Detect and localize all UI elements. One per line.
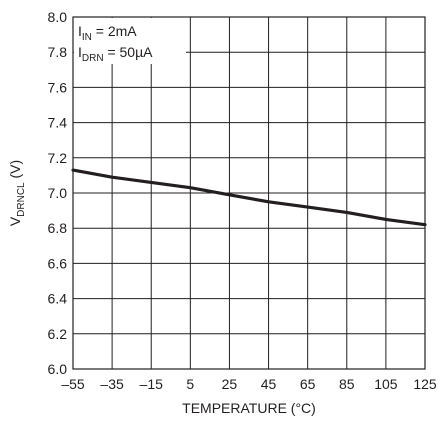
series-line xyxy=(71,168,427,227)
y-tick-label: 6.4 xyxy=(48,291,68,307)
x-tick-label: 25 xyxy=(222,376,238,392)
y-tick-label: 7.0 xyxy=(48,185,68,201)
y-tick-label: 6.2 xyxy=(48,326,68,342)
annotation-line: IIN = 2mA xyxy=(78,23,137,43)
x-tick-label: –55 xyxy=(61,376,85,392)
plot-frame xyxy=(72,16,426,370)
y-axis-title-main: V xyxy=(7,216,23,226)
annotation-background xyxy=(74,18,186,64)
grid xyxy=(73,17,425,369)
y-axis-title-unit: (V) xyxy=(7,160,23,183)
y-axis-title: VDRNCL (V) xyxy=(7,160,27,226)
x-tick-label: 85 xyxy=(339,376,355,392)
x-tick-label: 125 xyxy=(413,376,437,392)
y-tick-label: 8.0 xyxy=(48,9,68,25)
annotation-subscript: IN xyxy=(82,32,92,43)
annotation-main: I xyxy=(78,23,82,39)
x-tick-label: –15 xyxy=(140,376,164,392)
annotation-value: = 50µA xyxy=(104,44,154,60)
y-tick-label: 7.8 xyxy=(48,44,68,60)
y-tick-labels: 6.0 6.2 6.4 6.6 6.8 7.0 7.2 7.4 7.6 7.8 8.0 xyxy=(48,9,68,377)
y-tick-label: 6.8 xyxy=(48,220,68,236)
annotation-subscript: DRN xyxy=(82,53,104,64)
annotation-value: = 2mA xyxy=(92,23,137,39)
x-tick-label: –35 xyxy=(100,376,124,392)
x-axis-title: TEMPERATURE (°C) xyxy=(182,400,316,416)
x-tick-label: 65 xyxy=(300,376,316,392)
y-tick-label: 6.0 xyxy=(48,361,68,377)
y-tick-label: 7.6 xyxy=(48,79,68,95)
x-tick-label: 5 xyxy=(186,376,194,392)
x-tick-labels: –55 –35 –15 5 25 45 65 85 105 125 xyxy=(61,376,437,392)
annotation-main: I xyxy=(78,44,82,60)
y-tick-label: 7.2 xyxy=(48,150,68,166)
annotation-line: IDRN = 50µA xyxy=(78,44,153,64)
x-tick-label: 45 xyxy=(261,376,277,392)
y-axis-title-subscript: DRNCL xyxy=(16,182,27,217)
y-tick-label: 6.6 xyxy=(48,255,68,271)
x-tick-label: 105 xyxy=(374,376,398,392)
y-tick-label: 7.4 xyxy=(48,115,68,131)
